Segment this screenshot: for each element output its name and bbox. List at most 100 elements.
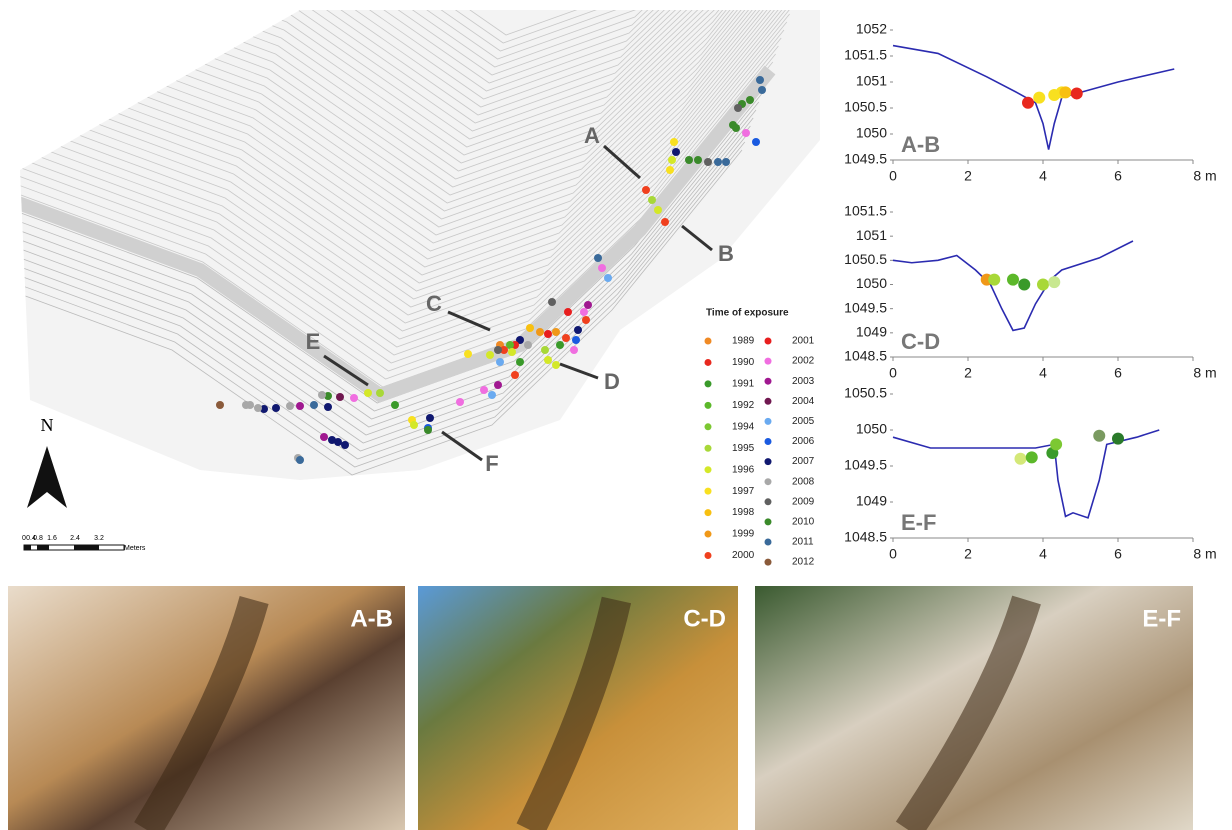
section-label: C-D [901,329,940,354]
section-point [1015,453,1027,465]
map-point [424,426,432,434]
legend-marker [765,378,772,385]
legend-marker [705,552,712,559]
y-tick-label: 1049 [856,324,887,340]
map-point [552,361,560,369]
x-tick-label: 4 [1039,365,1047,381]
legend-marker [705,509,712,516]
legend-label: 1990 [732,357,755,368]
map-point [286,402,294,410]
map-point [598,264,606,272]
map-point [564,308,572,316]
map-point [694,156,702,164]
north-arrow [27,446,67,508]
section-point [988,274,1000,286]
map-label: E [306,329,321,354]
map-point [341,441,349,449]
legend-label: 2010 [792,517,815,528]
map-point [584,301,592,309]
map-point [296,402,304,410]
y-tick-label: 1050.5 [844,385,887,401]
map-point [496,358,504,366]
legend-label: 1995 [732,443,755,454]
map-point [410,421,418,429]
legend-marker [705,380,712,387]
map-point [456,398,464,406]
legend-label: 2005 [792,416,815,427]
map-point [334,438,342,446]
map-point [732,124,740,132]
scale-label: 1.6 [47,535,57,542]
section-point [1093,430,1105,442]
x-tick-label: 4 [1039,546,1047,562]
legend-label: 1999 [732,529,755,540]
legend-label: 1989 [732,336,755,347]
legend-label: 1996 [732,464,755,475]
section-point [1018,279,1030,291]
map-point [426,414,434,422]
map-point [494,381,502,389]
map-point [668,156,676,164]
map-point [272,404,280,412]
legend-label: 2009 [792,496,815,507]
map-point [648,196,656,204]
legend-marker [765,358,772,365]
y-tick-label: 1049.5 [844,151,887,167]
map-label: C [426,291,442,316]
y-tick-label: 1050.5 [844,251,887,267]
map-label: D [604,369,620,394]
map-point [464,350,472,358]
legend-marker [765,539,772,546]
x-tick-label: 8 m [1193,168,1216,184]
map-point [704,158,712,166]
map-point [511,371,519,379]
y-tick-label: 1049 [856,493,887,509]
section-point [1071,87,1083,99]
map-point [526,324,534,332]
y-tick-label: 1051 [856,73,887,89]
map-point [562,334,570,342]
map-point [582,316,590,324]
map-point [604,274,612,282]
map-point [310,401,318,409]
map-point [548,298,556,306]
legend-label: 2003 [792,376,815,387]
map-point [756,76,764,84]
map-point [574,326,582,334]
x-tick-label: 0 [889,546,897,562]
x-tick-label: 6 [1114,168,1122,184]
map-point [544,330,552,338]
legend-label: 2012 [792,557,815,568]
legend-label: 2004 [792,396,815,407]
map-point [216,401,224,409]
y-tick-label: 1052 [856,21,887,37]
x-tick-label: 2 [964,365,972,381]
map-point [742,129,750,137]
map-point [670,138,678,146]
map-point [746,96,754,104]
legend-marker [705,359,712,366]
map-point [672,148,680,156]
section-point [1037,279,1049,291]
scale-label: 2.4 [70,535,80,542]
map-point [722,158,730,166]
map-point [654,206,662,214]
section-point [1048,276,1060,288]
section-point [1112,433,1124,445]
profile-line [893,241,1133,330]
map-point [570,346,578,354]
section-label: E-F [901,510,936,535]
x-tick-label: 6 [1114,365,1122,381]
map-point [544,356,552,364]
legend-marker [765,518,772,525]
x-tick-label: 6 [1114,546,1122,562]
map-point [556,341,564,349]
map-point [524,341,532,349]
legend-marker [765,438,772,445]
legend-marker [765,559,772,566]
map-point [572,336,580,344]
map-point [376,389,384,397]
x-tick-label: 4 [1039,168,1047,184]
y-tick-label: 1050.5 [844,99,887,115]
